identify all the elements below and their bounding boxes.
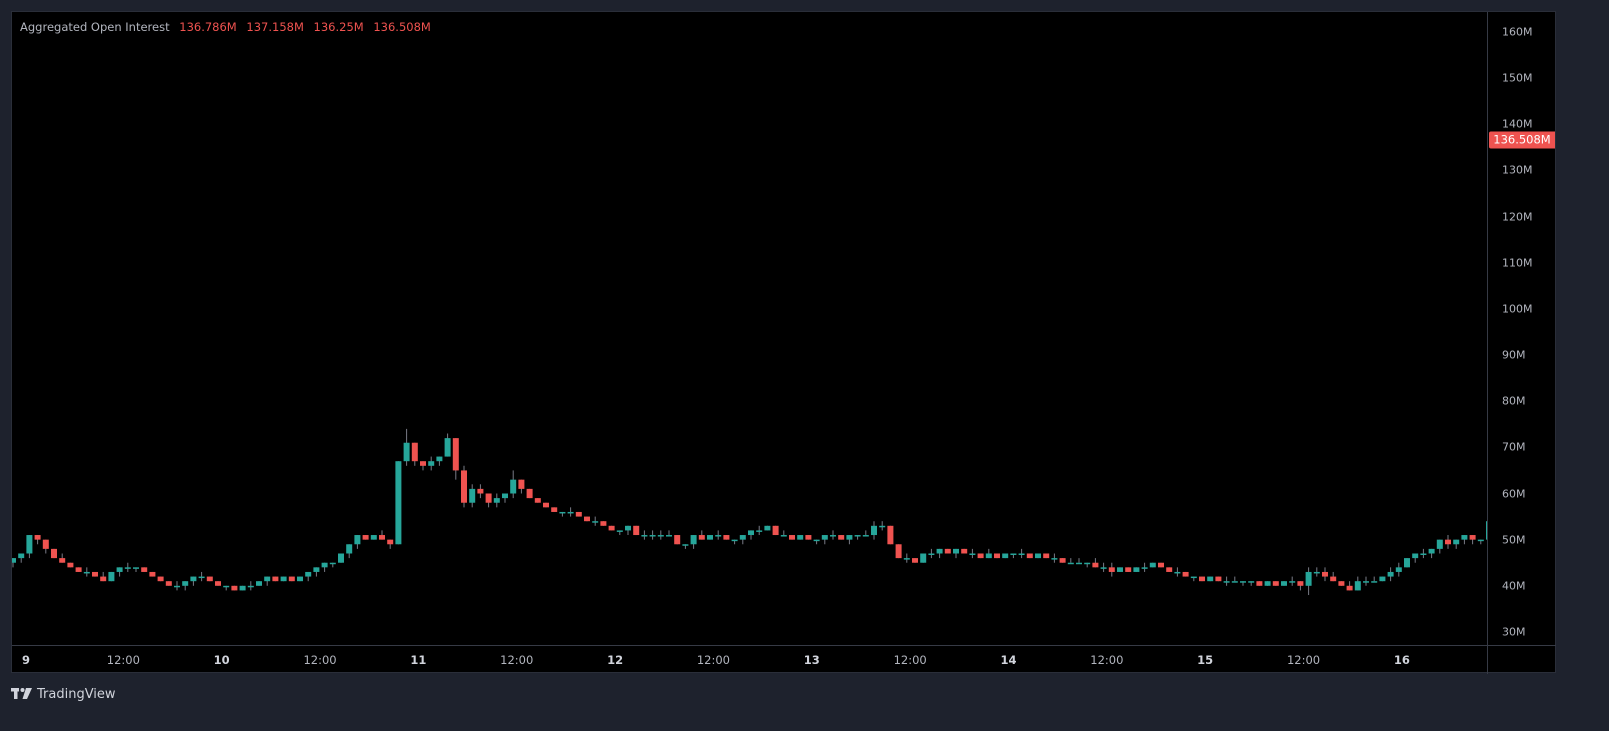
time-tick-day: 10 [213, 653, 230, 667]
legend-low: 136.25M [313, 20, 364, 34]
time-tick-day: 14 [1000, 653, 1017, 667]
price-tick: 70M [1502, 440, 1526, 454]
legend-high: 137.158M [246, 20, 304, 34]
price-tick: 100M [1502, 302, 1533, 316]
price-tick: 160M [1502, 25, 1533, 39]
price-tick: 30M [1502, 625, 1526, 639]
candlestick-series [12, 428, 1487, 596]
last-price-label: 136.508M [1489, 131, 1555, 149]
tradingview-branding[interactable]: TradingView [11, 684, 116, 704]
tradingview-logo-icon [11, 688, 32, 699]
price-tick: 140M [1502, 117, 1533, 131]
price-tick: 80M [1502, 394, 1526, 408]
time-axis[interactable]: 9 12:00 10 12:00 11 12:00 12 12:00 13 12:00 14 12:0… [12, 645, 1487, 674]
time-tick-day: 16 [1393, 653, 1410, 667]
time-tick-day: 12 [607, 653, 624, 667]
price-tick: 90M [1502, 348, 1526, 362]
price-tick: 130M [1502, 163, 1533, 177]
tradingview-logo-text: TradingView [37, 686, 116, 702]
time-tick-day: 11 [410, 653, 427, 667]
time-tick-hour: 12:00 [1090, 653, 1124, 667]
time-tick-hour: 12:00 [106, 653, 140, 667]
time-tick-day: 15 [1197, 653, 1214, 667]
time-tick-day: 9 [21, 653, 31, 667]
legend-open: 136.786M [179, 20, 237, 34]
price-tick: 120M [1502, 210, 1533, 224]
price-tick: 50M [1502, 533, 1526, 547]
price-tick: 110M [1502, 256, 1533, 270]
time-tick-hour: 12:00 [893, 653, 927, 667]
price-tick: 150M [1502, 71, 1533, 85]
legend-close: 136.508M [373, 20, 431, 34]
time-tick-day: 13 [803, 653, 820, 667]
time-tick-hour: 12:00 [303, 653, 337, 667]
legend-title: Aggregated Open Interest [20, 20, 170, 34]
time-tick-hour: 12:00 [1286, 653, 1321, 667]
axis-corner [1487, 645, 1556, 674]
time-tick-hour: 12:00 [696, 653, 731, 667]
chart-panel[interactable]: Aggregated Open Interest 136.786M 137.15… [11, 11, 1556, 674]
price-axis[interactable]: 136.508M 30M 40M 50M 60M 70M 80M 90M 100M 110M 12… [1487, 12, 1556, 645]
price-tick: 60M [1502, 487, 1526, 500]
time-tick-hour: 12:00 [500, 653, 534, 667]
series-legend: Aggregated Open Interest 136.786M 137.15… [20, 20, 431, 34]
plot-area[interactable]: Aggregated Open Interest 136.786M 137.15… [12, 12, 1487, 645]
price-tick: 40M [1502, 579, 1526, 593]
